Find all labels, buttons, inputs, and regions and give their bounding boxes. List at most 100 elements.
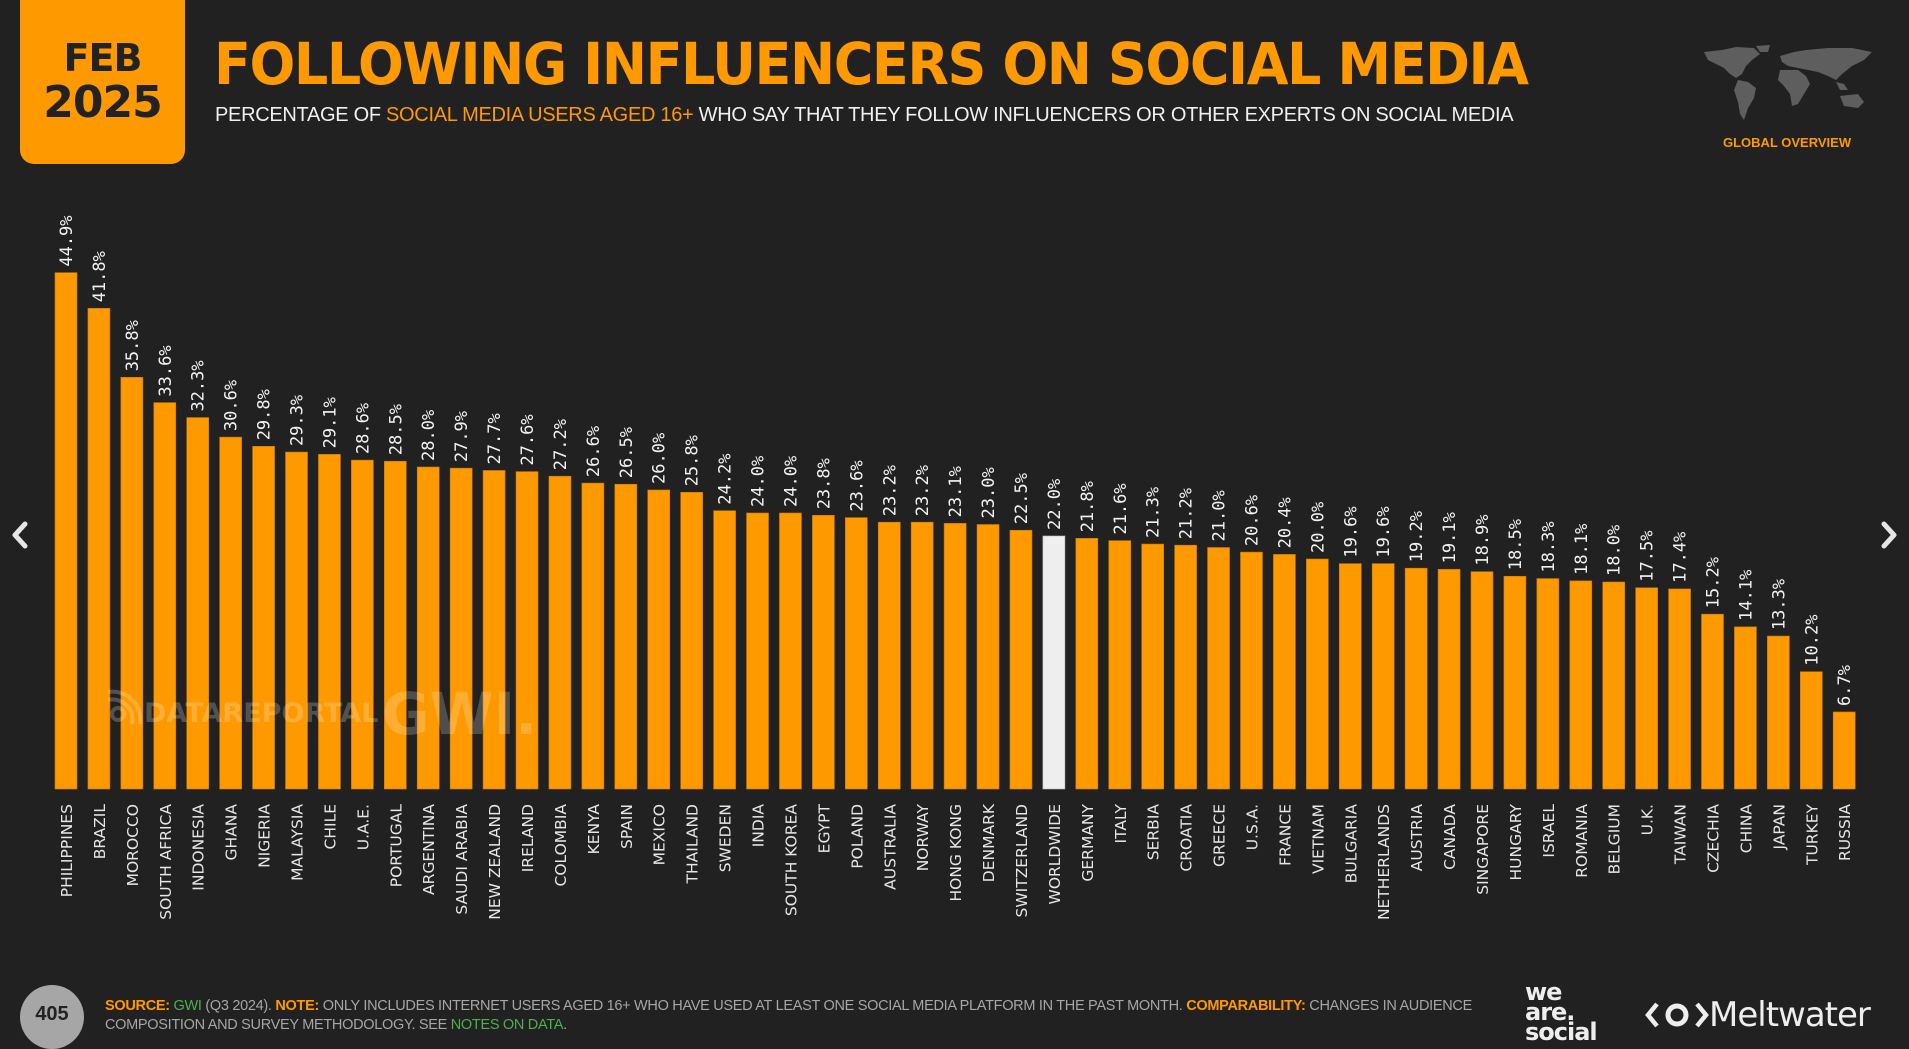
category-label: FRANCE bbox=[1276, 804, 1294, 866]
category-label: MALAYSIA bbox=[289, 804, 307, 881]
bar-value-label: 28.0% bbox=[419, 410, 439, 461]
note-label: NOTE: bbox=[275, 998, 319, 1014]
source-label: SOURCE: bbox=[105, 998, 170, 1014]
category-label: EGYPT bbox=[815, 803, 833, 853]
bar-norway bbox=[910, 521, 934, 790]
date-year: 2025 bbox=[43, 77, 162, 128]
meltwater-name: Meltwater bbox=[1709, 995, 1871, 1035]
world-map-icon bbox=[1704, 45, 1872, 120]
bar-worldwide bbox=[1042, 535, 1066, 790]
category-label: AUSTRIA bbox=[1408, 804, 1426, 872]
bar-u-s-a bbox=[1240, 551, 1263, 790]
category-label: HONG KONG bbox=[947, 804, 965, 902]
bar-value-label: 18.0% bbox=[1605, 525, 1625, 576]
bar-value-label: 23.0% bbox=[979, 467, 999, 518]
bar-ireland bbox=[515, 471, 539, 790]
bar-portugal bbox=[383, 460, 407, 790]
bar-czechia bbox=[1701, 613, 1724, 790]
category-label: SAUDI ARABIA bbox=[453, 804, 471, 915]
bar-value-label: 28.5% bbox=[386, 404, 406, 455]
bar-nigeria bbox=[252, 445, 275, 790]
category-label: SWITZERLAND bbox=[1013, 804, 1031, 918]
bar-value-label: 27.6% bbox=[518, 414, 538, 465]
bar-italy bbox=[1108, 540, 1132, 790]
category-label: SWEDEN bbox=[717, 804, 735, 872]
bar-netherlands bbox=[1371, 563, 1395, 790]
notes-on-data-link[interactable]: NOTES ON DATA bbox=[450, 1017, 564, 1033]
category-label: PHILIPPINES bbox=[58, 804, 76, 897]
bar-value-label: 26.5% bbox=[617, 427, 637, 478]
bar-switzerland bbox=[1009, 529, 1033, 790]
bar-russia bbox=[1832, 711, 1856, 790]
category-label: CZECHIA bbox=[1705, 804, 1723, 873]
source-rest: (Q3 2024). bbox=[201, 998, 276, 1014]
bar-value-label: 18.1% bbox=[1572, 524, 1592, 575]
bar-value-label: 18.5% bbox=[1506, 519, 1526, 570]
bar-value-label: 18.3% bbox=[1539, 521, 1559, 572]
bar-value-label: 26.0% bbox=[650, 433, 670, 484]
category-label: MOROCCO bbox=[124, 804, 142, 886]
watermark-group: DATAREPORTAL GWI. bbox=[107, 680, 537, 748]
source-link[interactable]: GWI bbox=[173, 998, 202, 1014]
category-label: TAIWAN bbox=[1672, 804, 1690, 865]
note-text: ONLY INCLUDES INTERNET USERS AGED 16+ WH… bbox=[318, 998, 1187, 1014]
bar-value-label: 17.5% bbox=[1638, 531, 1658, 582]
bar-u-a-e bbox=[351, 459, 374, 790]
bar-value-label: 27.7% bbox=[485, 413, 505, 464]
bar-serbia bbox=[1141, 543, 1164, 790]
bar-value-label: 28.6% bbox=[353, 403, 373, 454]
subtitle-post: WHO SAY THAT THEY FOLLOW INFLUENCERS OR … bbox=[693, 104, 1514, 126]
bar-value-label: 21.0% bbox=[1210, 490, 1230, 541]
category-label: JAPAN bbox=[1770, 804, 1788, 850]
bar-u-k bbox=[1635, 587, 1658, 790]
bar-vietnam bbox=[1306, 558, 1329, 790]
bar-chile bbox=[318, 454, 341, 790]
bar-denmark bbox=[976, 524, 1000, 790]
category-label: SERBIA bbox=[1145, 804, 1163, 861]
bar-value-label: 21.8% bbox=[1078, 481, 1098, 532]
bar-value-label: 14.1% bbox=[1736, 570, 1756, 621]
bar-japan bbox=[1767, 635, 1790, 790]
category-label: SOUTH KOREA bbox=[782, 804, 800, 917]
comparability-label: COMPARABILITY: bbox=[1186, 998, 1306, 1014]
bar-brazil bbox=[87, 307, 111, 790]
category-label: KENYA bbox=[585, 804, 603, 855]
category-label: U.K. bbox=[1639, 804, 1657, 835]
category-label: CHINA bbox=[1737, 804, 1755, 854]
page-number: 405 bbox=[20, 985, 84, 1049]
category-label: HUNGARY bbox=[1507, 803, 1525, 880]
category-label: SOUTH AFRICA bbox=[157, 804, 175, 920]
bar-austria bbox=[1404, 567, 1428, 790]
logo-line-2: are. bbox=[1525, 998, 1575, 1026]
bar-value-label: 32.3% bbox=[189, 360, 209, 411]
category-label: GHANA bbox=[223, 804, 241, 861]
bar-value-label: 20.4% bbox=[1275, 497, 1295, 548]
date-badge: FEB 2025 bbox=[20, 0, 185, 164]
category-label: IRELAND bbox=[519, 804, 537, 872]
bar-hungary bbox=[1503, 575, 1527, 790]
bar-value-label: 22.5% bbox=[1012, 473, 1032, 524]
bar-mexico bbox=[647, 489, 671, 790]
bar-value-label: 44.9% bbox=[57, 215, 77, 266]
subtitle-pre: PERCENTAGE OF bbox=[215, 104, 387, 126]
chevron-left-icon bbox=[12, 521, 28, 549]
datareportal-watermark: DATAREPORTAL bbox=[144, 698, 378, 729]
category-label: TURKEY bbox=[1803, 803, 1821, 866]
bar-value-label: 10.2% bbox=[1802, 615, 1822, 666]
bar-value-label: 22.0% bbox=[1045, 479, 1065, 530]
bar-value-label: 29.8% bbox=[255, 389, 275, 440]
we-are-social-logo: we are. social bbox=[1525, 980, 1598, 1044]
bar-value-label: 20.6% bbox=[1242, 495, 1262, 546]
bar-belgium bbox=[1602, 581, 1626, 790]
chevron-right-icon bbox=[1881, 521, 1897, 549]
next-button[interactable] bbox=[1873, 515, 1905, 555]
bar-argentina bbox=[416, 466, 440, 790]
bar-egypt bbox=[812, 514, 835, 790]
previous-button[interactable] bbox=[4, 515, 36, 555]
category-label: POLAND bbox=[848, 804, 866, 869]
bar-malaysia bbox=[285, 451, 308, 790]
bar-value-label: 19.6% bbox=[1374, 506, 1394, 557]
category-label: MEXICO bbox=[651, 804, 669, 865]
footer-notes: SOURCE: GWI (Q3 2024). NOTE: ONLY INCLUD… bbox=[105, 997, 1495, 1035]
category-label: VIETNAM bbox=[1309, 804, 1327, 874]
